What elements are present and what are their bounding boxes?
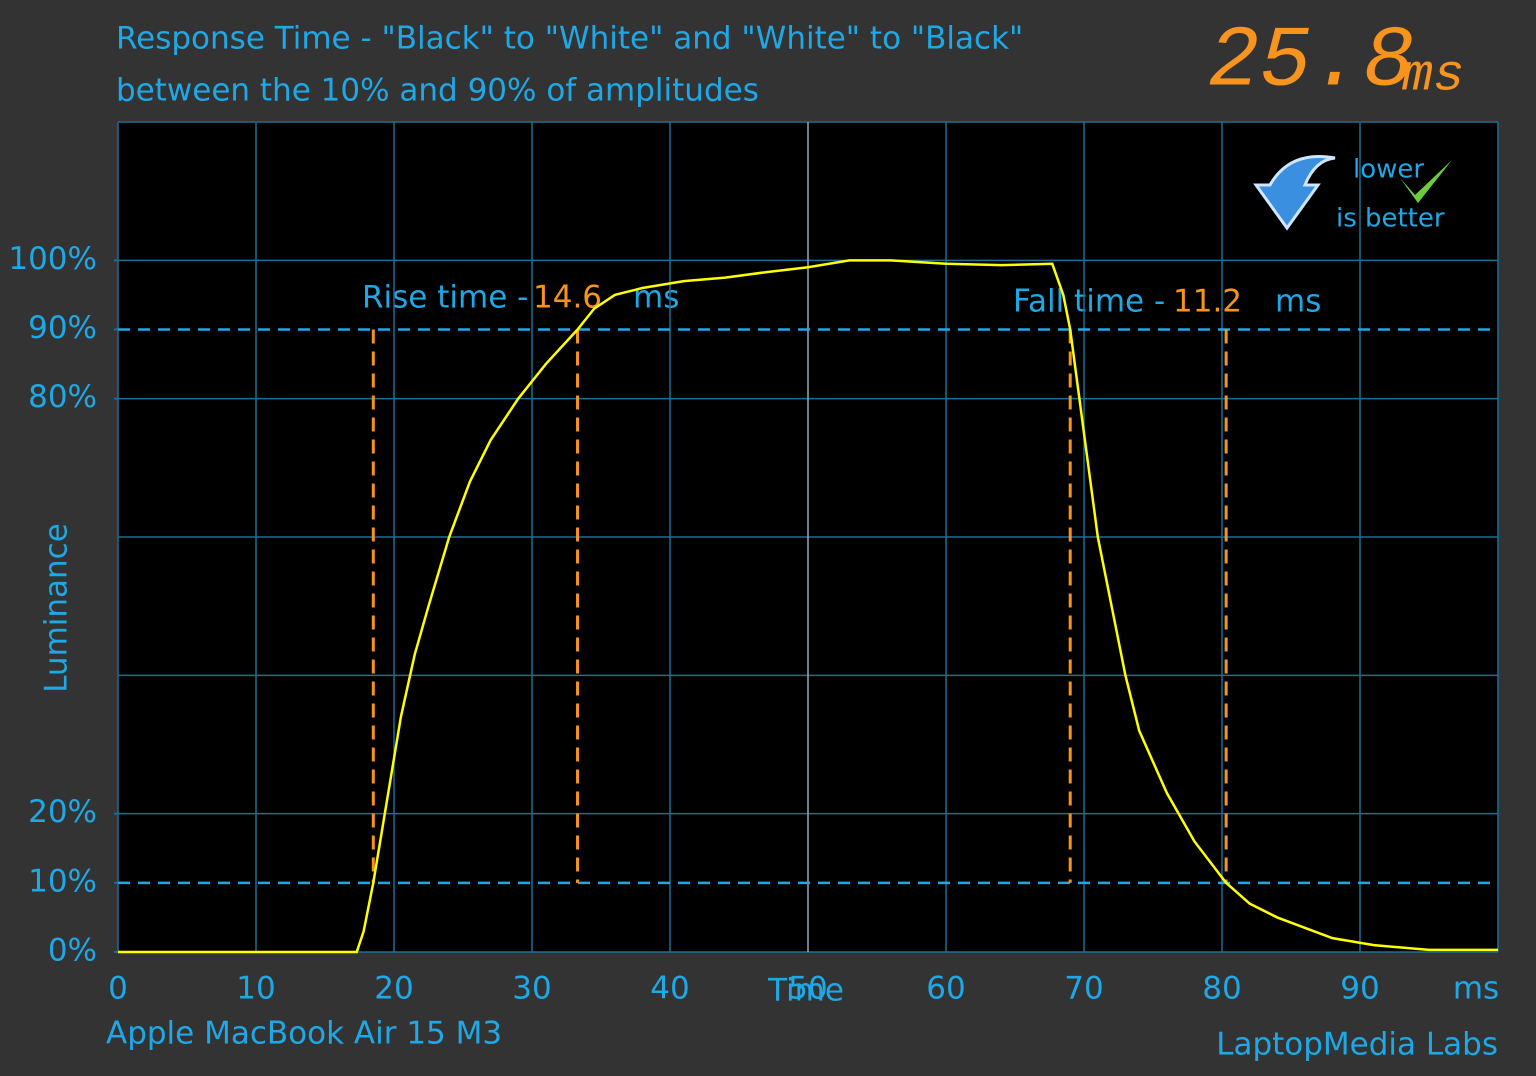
footer-right: LaptopMedia Labs [1216,1027,1498,1063]
x-tick-label: 50 [788,971,827,1007]
y-tick-label: 10% [28,863,97,899]
annotation-label: Rise time - [362,280,528,316]
x-tick-label: 0 [108,971,128,1007]
x-tick-label: 70 [1064,971,1103,1007]
x-tick-label: 10 [236,971,275,1007]
annotation-unit: ms [1275,284,1321,320]
footer-left: Apple MacBook Air 15 M3 [106,1016,502,1052]
y-tick-label: 0% [48,933,97,969]
y-tick-label: 20% [28,794,97,830]
x-tick-label: 30 [512,971,551,1007]
x-tick-label: 40 [650,971,689,1007]
y-tick-label: 90% [28,310,97,346]
annotation-value: 11.2 [1173,284,1242,320]
x-tick-label: 20 [374,971,413,1007]
chart-subtitle: between the 10% and 90% of amplitudes [116,73,759,109]
data-line [118,259,1498,954]
annotation-label: Fall time - [1013,284,1165,320]
badge-line: lower [1353,155,1424,185]
x-tick-label: ms [1453,971,1499,1007]
result-value: 25.8 [1208,13,1414,111]
y-axis-label: Luminance [39,523,75,693]
x-axis-label: Time [767,973,844,1009]
chart-title: Response Time - "Black" to "White" and "… [116,21,1023,57]
y-tick-label: 100% [8,241,97,277]
x-tick-label: 60 [926,971,965,1007]
badge-line: is better [1336,204,1445,234]
badge-icon [1253,155,1452,231]
x-tick-label: 80 [1202,971,1241,1007]
x-tick-label: 90 [1340,971,1379,1007]
y-tick-label: 80% [28,379,97,415]
annotation-value: 14.6 [533,280,602,316]
result-unit: ms [1402,47,1464,106]
